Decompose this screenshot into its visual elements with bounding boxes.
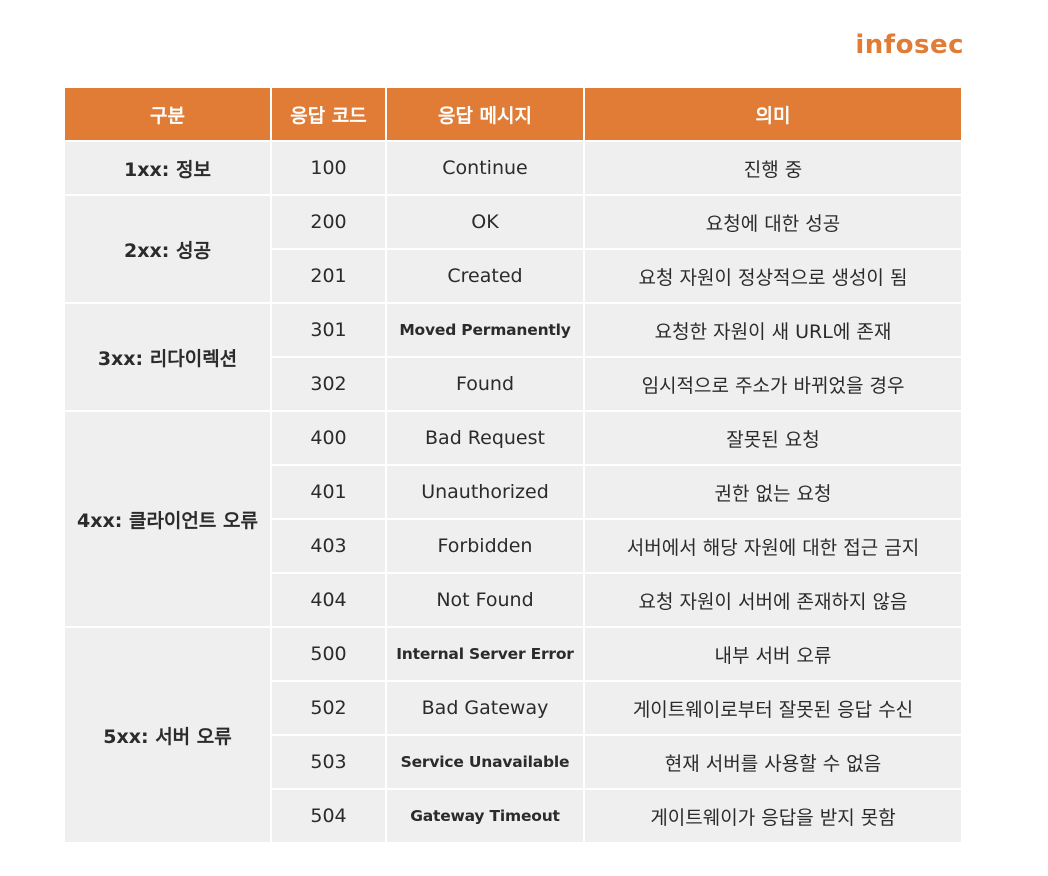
- meaning-cell: 게이트웨이로부터 잘못된 응답 수신: [584, 680, 961, 735]
- table-row: 201 Created 요청 자원이 정상적으로 생성이 됨: [65, 248, 961, 303]
- category-cell: 2xx: 성공: [65, 194, 272, 303]
- header-code: 응답 코드: [271, 88, 387, 141]
- code-cell: 503: [271, 734, 387, 789]
- table-row: 2xx: 성공 200 OK 요청에 대한 성공: [65, 194, 961, 303]
- code-cell: 301: [271, 302, 387, 357]
- meaning-cell: 잘못된 요청: [584, 410, 961, 465]
- http-status-table: 구분 응답 코드 응답 메시지 의미 1xx: 정보 100 Continue …: [65, 88, 961, 842]
- message-cell: Found: [386, 356, 585, 411]
- message-cell: Unauthorized: [386, 464, 585, 519]
- table-row: 1xx: 정보 100 Continue 진행 중: [65, 140, 961, 195]
- table-row: 502 Bad Gateway 게이트웨이로부터 잘못된 응답 수신: [65, 680, 961, 735]
- meaning-cell: 현재 서버를 사용할 수 없음: [584, 734, 961, 789]
- message-cell: Continue: [386, 140, 585, 195]
- table-row: 401 Unauthorized 권한 없는 요청: [65, 464, 961, 519]
- code-cell: 100: [271, 140, 387, 195]
- table-row: 404 Not Found 요청 자원이 서버에 존재하지 않음: [65, 572, 961, 627]
- code-cell: 500: [271, 626, 387, 681]
- message-cell: Forbidden: [386, 518, 585, 573]
- table-row: 4xx: 클라이언트 오류 400 Bad Request 잘못된 요청: [65, 410, 961, 627]
- meaning-cell: 임시적으로 주소가 바뀌었을 경우: [584, 356, 961, 411]
- meaning-cell: 게이트웨이가 응답을 받지 못함: [584, 788, 961, 842]
- brand-logo: infosec: [855, 30, 964, 60]
- code-cell: 404: [271, 572, 387, 627]
- category-cell: 1xx: 정보: [65, 140, 272, 195]
- code-cell: 400: [271, 410, 387, 465]
- message-cell: Created: [386, 248, 585, 303]
- code-cell: 200: [271, 194, 387, 249]
- table-row: 503 Service Unavailable 현재 서버를 사용할 수 없음: [65, 734, 961, 789]
- category-cell: 4xx: 클라이언트 오류: [65, 410, 272, 627]
- message-cell: Service Unavailable: [386, 734, 585, 789]
- message-cell: Moved Permanently: [386, 302, 585, 357]
- code-cell: 504: [271, 788, 387, 842]
- table-row: 302 Found 임시적으로 주소가 바뀌었을 경우: [65, 356, 961, 411]
- header-message: 응답 메시지: [386, 88, 585, 141]
- meaning-cell: 서버에서 해당 자원에 대한 접근 금지: [584, 518, 961, 573]
- message-cell: Not Found: [386, 572, 585, 627]
- meaning-cell: 권한 없는 요청: [584, 464, 961, 519]
- code-cell: 403: [271, 518, 387, 573]
- category-cell: 3xx: 리다이렉션: [65, 302, 272, 411]
- table-row: 3xx: 리다이렉션 301 Moved Permanently 요청한 자원이…: [65, 302, 961, 411]
- message-cell: Gateway Timeout: [386, 788, 585, 842]
- table-row: 5xx: 서버 오류 500 Internal Server Error 내부 …: [65, 626, 961, 842]
- message-cell: Bad Request: [386, 410, 585, 465]
- header-meaning: 의미: [584, 88, 961, 141]
- message-cell: Internal Server Error: [386, 626, 585, 681]
- table-header-row: 구분 응답 코드 응답 메시지 의미: [65, 88, 961, 141]
- table-row: 504 Gateway Timeout 게이트웨이가 응답을 받지 못함: [65, 788, 961, 842]
- meaning-cell: 요청에 대한 성공: [584, 194, 961, 249]
- code-cell: 201: [271, 248, 387, 303]
- code-cell: 401: [271, 464, 387, 519]
- category-cell: 5xx: 서버 오류: [65, 626, 272, 842]
- meaning-cell: 진행 중: [584, 140, 961, 195]
- meaning-cell: 요청 자원이 정상적으로 생성이 됨: [584, 248, 961, 303]
- code-cell: 302: [271, 356, 387, 411]
- message-cell: OK: [386, 194, 585, 249]
- table-row: 403 Forbidden 서버에서 해당 자원에 대한 접근 금지: [65, 518, 961, 573]
- meaning-cell: 내부 서버 오류: [584, 626, 961, 681]
- header-category: 구분: [65, 88, 272, 141]
- code-cell: 502: [271, 680, 387, 735]
- meaning-cell: 요청 자원이 서버에 존재하지 않음: [584, 572, 961, 627]
- meaning-cell: 요청한 자원이 새 URL에 존재: [584, 302, 961, 357]
- message-cell: Bad Gateway: [386, 680, 585, 735]
